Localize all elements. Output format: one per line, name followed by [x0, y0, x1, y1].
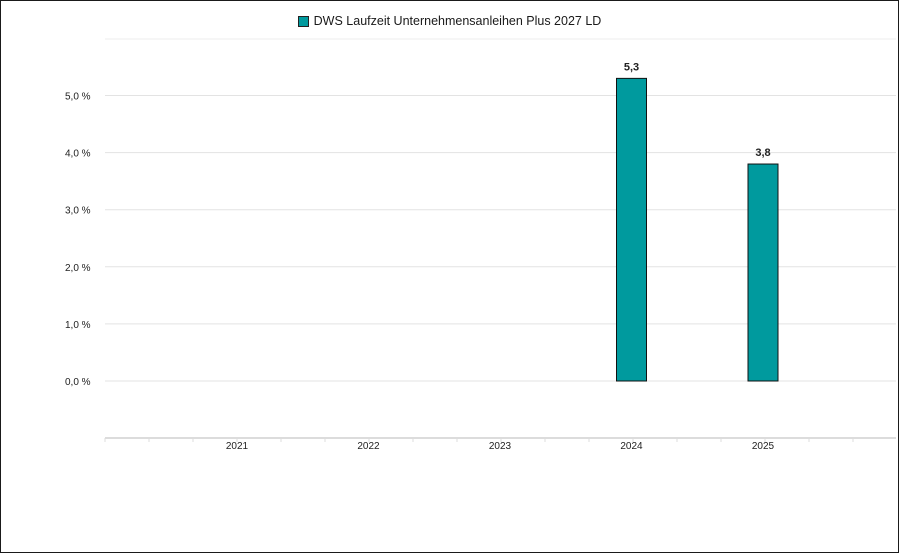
legend[interactable]: DWS Laufzeit Unternehmensanleihen Plus 2…	[1, 14, 898, 28]
y-tick-label: 4,0 %	[65, 149, 91, 160]
legend-swatch	[297, 15, 309, 27]
legend-label: DWS Laufzeit Unternehmensanleihen Plus 2…	[313, 14, 602, 28]
y-tick-label: 2,0 %	[65, 263, 91, 274]
y-tick-label: 3,0 %	[65, 206, 91, 217]
data-label: 3,8	[755, 147, 770, 159]
y-tick-label: 5,0 %	[65, 92, 91, 103]
y-tick-label: 1,0 %	[65, 320, 91, 331]
x-tick-label: 2023	[489, 441, 512, 452]
x-tick-label: 2022	[357, 441, 380, 452]
bar-2024	[616, 77, 647, 382]
x-tick-label: 2025	[752, 441, 775, 452]
y-tick-label: 0,0 %	[65, 377, 91, 388]
bar-2025	[747, 163, 779, 382]
x-tick-label: 2024	[620, 441, 643, 452]
data-label: 5,3	[624, 61, 639, 73]
x-tick-label: 2021	[226, 441, 249, 452]
